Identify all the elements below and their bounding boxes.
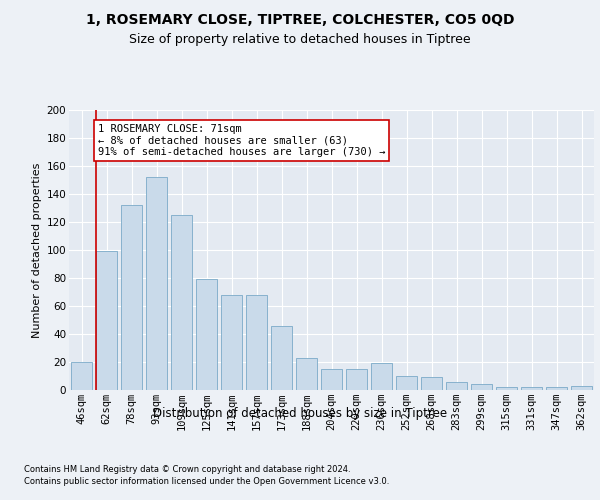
Bar	[571, 386, 592, 390]
Bar	[546, 387, 567, 390]
Bar	[446, 382, 467, 390]
Bar	[471, 384, 492, 390]
Y-axis label: Number of detached properties: Number of detached properties	[32, 162, 43, 338]
Bar	[96, 252, 117, 390]
Bar	[396, 376, 417, 390]
Text: Contains public sector information licensed under the Open Government Licence v3: Contains public sector information licen…	[24, 478, 389, 486]
Text: 1 ROSEMARY CLOSE: 71sqm
← 8% of detached houses are smaller (63)
91% of semi-det: 1 ROSEMARY CLOSE: 71sqm ← 8% of detached…	[98, 124, 385, 157]
Bar	[371, 364, 392, 390]
Text: Size of property relative to detached houses in Tiptree: Size of property relative to detached ho…	[129, 32, 471, 46]
Text: Distribution of detached houses by size in Tiptree: Distribution of detached houses by size …	[153, 408, 447, 420]
Bar	[121, 205, 142, 390]
Bar	[496, 387, 517, 390]
Bar	[171, 215, 192, 390]
Bar	[321, 369, 342, 390]
Text: 1, ROSEMARY CLOSE, TIPTREE, COLCHESTER, CO5 0QD: 1, ROSEMARY CLOSE, TIPTREE, COLCHESTER, …	[86, 12, 514, 26]
Bar	[271, 326, 292, 390]
Bar	[346, 369, 367, 390]
Bar	[196, 280, 217, 390]
Bar	[146, 177, 167, 390]
Bar	[296, 358, 317, 390]
Bar	[521, 387, 542, 390]
Bar	[421, 378, 442, 390]
Text: Contains HM Land Registry data © Crown copyright and database right 2024.: Contains HM Land Registry data © Crown c…	[24, 465, 350, 474]
Bar	[221, 295, 242, 390]
Bar	[71, 362, 92, 390]
Bar	[246, 295, 267, 390]
